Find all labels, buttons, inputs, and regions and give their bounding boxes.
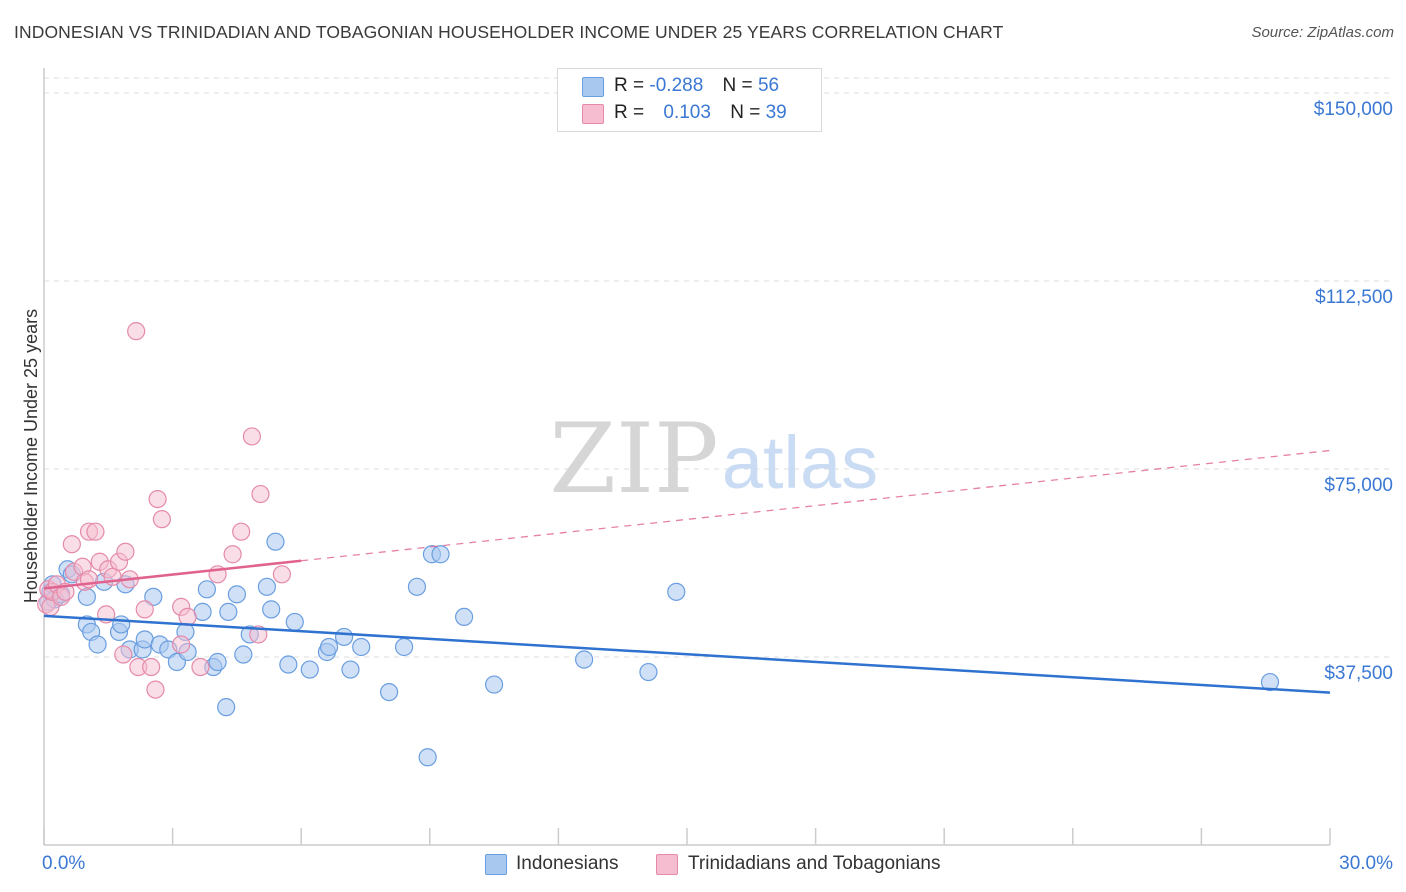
- indonesian-point: [379, 683, 399, 702]
- series-label-indonesians: Indonesians: [516, 853, 619, 874]
- trinidadian-point: [127, 322, 146, 341]
- trinidadian-point: [172, 635, 191, 654]
- watermark-zip: ZIP: [549, 403, 718, 515]
- indonesian-point: [285, 612, 304, 632]
- points-layer: [37, 322, 1280, 767]
- indonesian-point: [197, 580, 216, 599]
- indonesian-point: [144, 587, 163, 606]
- indonesian-point: [1260, 672, 1280, 692]
- trinidadian-point: [251, 484, 270, 504]
- legend-n-value: 56: [757, 75, 780, 96]
- indonesian-point: [217, 698, 236, 717]
- indonesian-point: [454, 607, 474, 627]
- indonesian-point: [227, 585, 246, 604]
- trinidadian-point: [86, 522, 105, 541]
- trinidadian-point: [272, 565, 292, 584]
- legend-n-value: 39: [765, 102, 787, 123]
- indonesian-point: [279, 655, 298, 674]
- trinidadian-point: [146, 680, 165, 699]
- trinidadian-point: [242, 427, 262, 446]
- indonesian-trendline: [43, 614, 1331, 694]
- indonesian-point: [485, 675, 504, 694]
- legend-r-value: -0.288: [649, 75, 704, 96]
- indonesian-point: [431, 545, 450, 564]
- trinidadian-point: [62, 535, 81, 554]
- series-swatch-indonesians: [485, 854, 507, 875]
- series-swatch-trinidadians: [656, 854, 678, 875]
- indonesian-point: [639, 662, 658, 682]
- trinidadian-point: [142, 657, 161, 677]
- indonesian-point: [219, 602, 238, 621]
- y-axis-label: Householder Income Under 25 years: [21, 309, 41, 603]
- indonesian-point: [319, 637, 339, 657]
- y-tick-label: $75,000: [1324, 475, 1393, 496]
- legend-r-value: 0.103: [663, 102, 711, 123]
- indonesian-point: [266, 532, 285, 551]
- legend-n-label: N =: [730, 102, 761, 123]
- watermark: ZIP atlas: [549, 403, 878, 515]
- trinidadian-trendline: [43, 559, 302, 590]
- indonesian-point: [418, 748, 437, 767]
- indonesian-point: [234, 645, 253, 664]
- legend-n-label: N =: [722, 75, 753, 96]
- indonesian-point: [300, 660, 319, 679]
- legend-r-label: R =: [614, 75, 645, 96]
- trinidadian-point: [148, 489, 167, 509]
- indonesian-point: [77, 587, 96, 606]
- trinidadian-point: [114, 645, 133, 664]
- labels-layer: $37,500 $75,000 $112,500 $150,000 0.0% 30.0%: [42, 99, 1393, 874]
- indonesian-point: [112, 615, 131, 634]
- chart-title: INDONESIAN VS TRINIDADIAN AND TOBAGONIAN…: [14, 22, 1004, 42]
- legend-row-indonesians: R = -0.288 N = 56: [614, 74, 779, 98]
- indonesian-point: [193, 602, 212, 621]
- trinidadian-point: [178, 607, 197, 627]
- indonesian-point: [394, 637, 414, 657]
- stats-legend: R = -0.288 N = 56 R = 0.103 N = 39: [557, 68, 822, 132]
- indonesian-point: [407, 577, 427, 596]
- trinidadian-trendline-extension: [301, 449, 1331, 562]
- legend-swatch-trinidadians: [582, 104, 604, 124]
- trinidadian-point: [116, 542, 135, 561]
- series-legend: Indonesians Trinidadians and Tobagonians: [0, 851, 1406, 879]
- watermark-atlas: atlas: [722, 421, 878, 504]
- indonesian-point: [257, 577, 277, 596]
- x-tick-label: 30.0%: [1339, 853, 1393, 874]
- legend-r-label: R =: [614, 102, 645, 123]
- indonesian-point: [334, 627, 354, 647]
- x-tick-label: 0.0%: [42, 853, 85, 874]
- trinidadian-point: [152, 510, 171, 529]
- indonesian-point: [352, 637, 371, 657]
- indonesian-point: [262, 600, 281, 619]
- y-tick-label: $37,500: [1324, 663, 1393, 684]
- indonesian-point: [341, 660, 360, 679]
- indonesian-point: [88, 635, 107, 654]
- trinidadian-point: [135, 600, 154, 619]
- indonesian-point: [667, 582, 686, 601]
- y-tick-label: $112,500: [1315, 287, 1393, 308]
- legend-row-trinidadians: R = 0.103 N = 39: [614, 101, 787, 125]
- grid-layer: [44, 77, 1394, 658]
- trinidadian-point: [223, 545, 242, 564]
- trinidadian-point: [249, 625, 268, 644]
- indonesian-point: [208, 652, 227, 672]
- series-label-trinidadians: Trinidadians and Tobagonians: [688, 853, 941, 874]
- axes-layer: [43, 68, 1331, 846]
- y-tick-label: $150,000: [1314, 99, 1393, 120]
- trinidadian-point: [232, 522, 251, 541]
- trinidadian-point: [191, 657, 210, 677]
- indonesian-point: [575, 650, 594, 669]
- lines-layer: [43, 449, 1331, 694]
- indonesian-point: [135, 630, 154, 649]
- source-label: Source: ZipAtlas.com: [1251, 24, 1394, 41]
- legend-swatch-indonesians: [582, 77, 604, 97]
